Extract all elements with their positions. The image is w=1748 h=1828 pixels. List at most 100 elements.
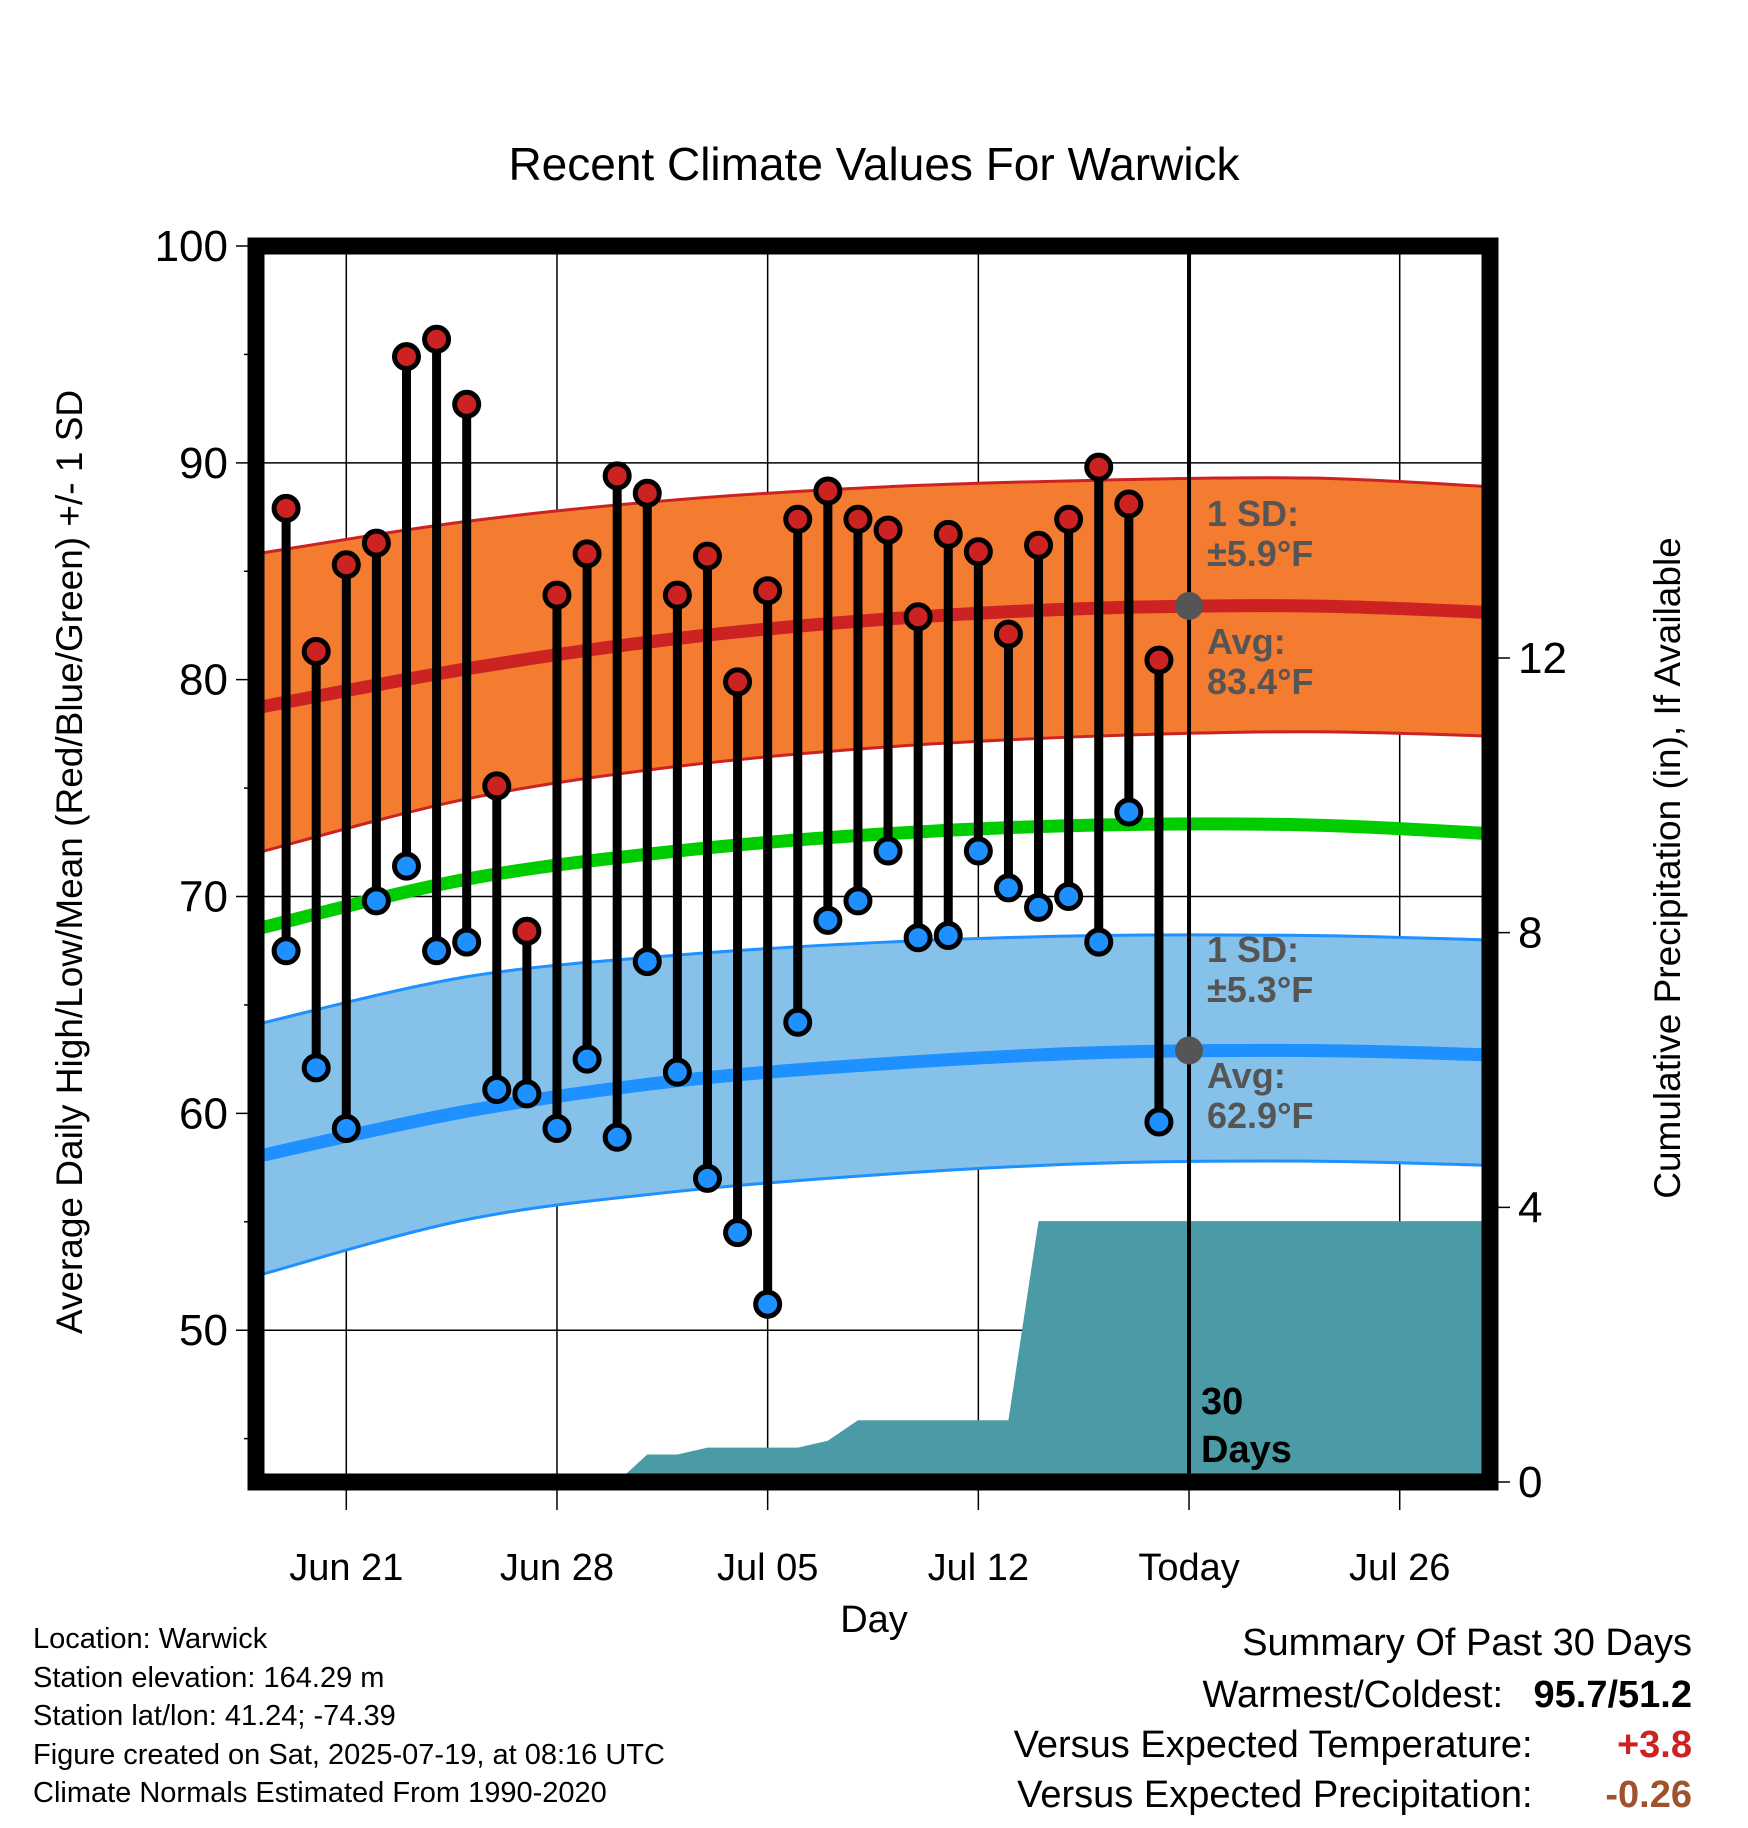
low-sd-band [256, 934, 1490, 1276]
left-tick-label: 100 [155, 222, 228, 271]
high-point [1024, 530, 1054, 560]
low-avg-line [256, 1043, 1490, 1164]
days-label-number: 30 [1201, 1381, 1243, 1423]
left-tick-label: 70 [179, 873, 228, 922]
today-high-avg-marker [1175, 591, 1204, 620]
high-point [602, 461, 632, 491]
summary-warmest: Warmest/Coldest: 95.7/51.2 [1203, 1674, 1693, 1717]
x-tick-label: Jun 28 [500, 1547, 614, 1589]
high-point [542, 580, 572, 610]
low-avg-label: Avg: [1207, 1055, 1286, 1096]
high-point [452, 389, 482, 419]
high-point [1114, 489, 1144, 519]
high-avg-label: Avg: [1207, 621, 1286, 662]
high-point [813, 476, 843, 506]
high-point [993, 619, 1023, 649]
warmest-value: 95.7/51.2 [1533, 1674, 1692, 1716]
low-point [1054, 882, 1084, 912]
high-point [572, 539, 602, 569]
high-point [662, 580, 692, 610]
low-point [723, 1218, 753, 1248]
low-point [1114, 797, 1144, 827]
mean-avg-line [256, 817, 1490, 936]
plot-inner [256, 246, 1490, 1482]
right-tick-label: 12 [1518, 634, 1567, 683]
high-point [933, 519, 963, 549]
high-point [1144, 645, 1174, 675]
low-point [542, 1114, 572, 1144]
warmest-label: Warmest/Coldest: [1202, 1674, 1504, 1716]
low-point [572, 1044, 602, 1074]
high-point [482, 771, 512, 801]
elevation-text: Station elevation: 164.29 m [33, 1661, 385, 1694]
high-point [301, 636, 331, 666]
precip-area [617, 1221, 1490, 1482]
high-point [632, 478, 662, 508]
low-point [963, 836, 993, 866]
low-sd-value: ±5.3°F [1207, 969, 1313, 1010]
low-point [783, 1007, 813, 1037]
low-point [452, 927, 482, 957]
low-point [753, 1289, 783, 1319]
high-sd-label: 1 SD: [1207, 493, 1299, 534]
low-point [301, 1053, 331, 1083]
temp-value: +3.8 [1616, 1724, 1692, 1766]
low-point [482, 1075, 512, 1105]
low-point [903, 923, 933, 953]
high-avg-value: 83.4°F [1207, 661, 1313, 702]
normals-text: Climate Normals Estimated From 1990-2020 [33, 1777, 607, 1809]
high-point [963, 537, 993, 567]
low-point [632, 947, 662, 977]
days-label-text: Days [1201, 1429, 1292, 1471]
x-tick-label: Jul 05 [717, 1547, 818, 1589]
high-point [271, 493, 301, 523]
right-tick-label: 0 [1518, 1458, 1542, 1507]
low-point [813, 905, 843, 935]
low-point [873, 836, 903, 866]
temp-label: Versus Expected Temperature: [1013, 1724, 1533, 1766]
precip-label: Versus Expected Precipitation: [1017, 1774, 1533, 1816]
low-avg-value: 62.9°F [1207, 1095, 1313, 1136]
created-text: Figure created on Sat, 2025-07-19, at 08… [33, 1738, 665, 1771]
low-point [361, 886, 391, 916]
high-point [512, 916, 542, 946]
location-text: Location: Warwick [33, 1623, 268, 1655]
high-point [422, 324, 452, 354]
summary-precip: Versus Expected Precipitation: -0.26 [1017, 1774, 1692, 1817]
high-point [361, 528, 391, 558]
low-sd-label: 1 SD: [1207, 929, 1299, 970]
high-point [843, 504, 873, 534]
left-tick-label: 90 [179, 439, 228, 488]
low-sd-band-upper-edge [256, 933, 1490, 1026]
high-point [753, 576, 783, 606]
low-point [933, 921, 963, 951]
left-tick-label: 80 [179, 656, 228, 705]
today-low-avg-marker [1175, 1036, 1204, 1065]
x-axis-title: Day [840, 1599, 908, 1641]
x-tick-label: Jul 12 [928, 1547, 1029, 1589]
left-tick-label: 60 [179, 1089, 228, 1138]
high-point [1084, 452, 1114, 482]
low-point [422, 936, 452, 966]
summary-temp: Versus Expected Temperature: +3.8 [1014, 1724, 1692, 1767]
right-tick-label: 4 [1518, 1183, 1542, 1232]
low-point [512, 1079, 542, 1109]
low-point [602, 1122, 632, 1152]
low-point [993, 873, 1023, 903]
high-sd-value: ±5.9°F [1207, 533, 1313, 574]
low-point [271, 936, 301, 966]
high-point [331, 550, 361, 580]
high-point [692, 541, 722, 571]
low-sd-band-lower-edge [256, 1159, 1490, 1278]
right-tick-label: 8 [1518, 909, 1542, 958]
low-point [331, 1114, 361, 1144]
high-point [391, 342, 421, 372]
plot-frame [247, 237, 1499, 1491]
summary-heading: Summary Of Past 30 Days [1242, 1622, 1692, 1664]
latlon-text: Station lat/lon: 41.24; -74.39 [33, 1700, 396, 1732]
x-tick-label: Today [1138, 1547, 1239, 1589]
high-point [873, 515, 903, 545]
low-point [692, 1163, 722, 1193]
